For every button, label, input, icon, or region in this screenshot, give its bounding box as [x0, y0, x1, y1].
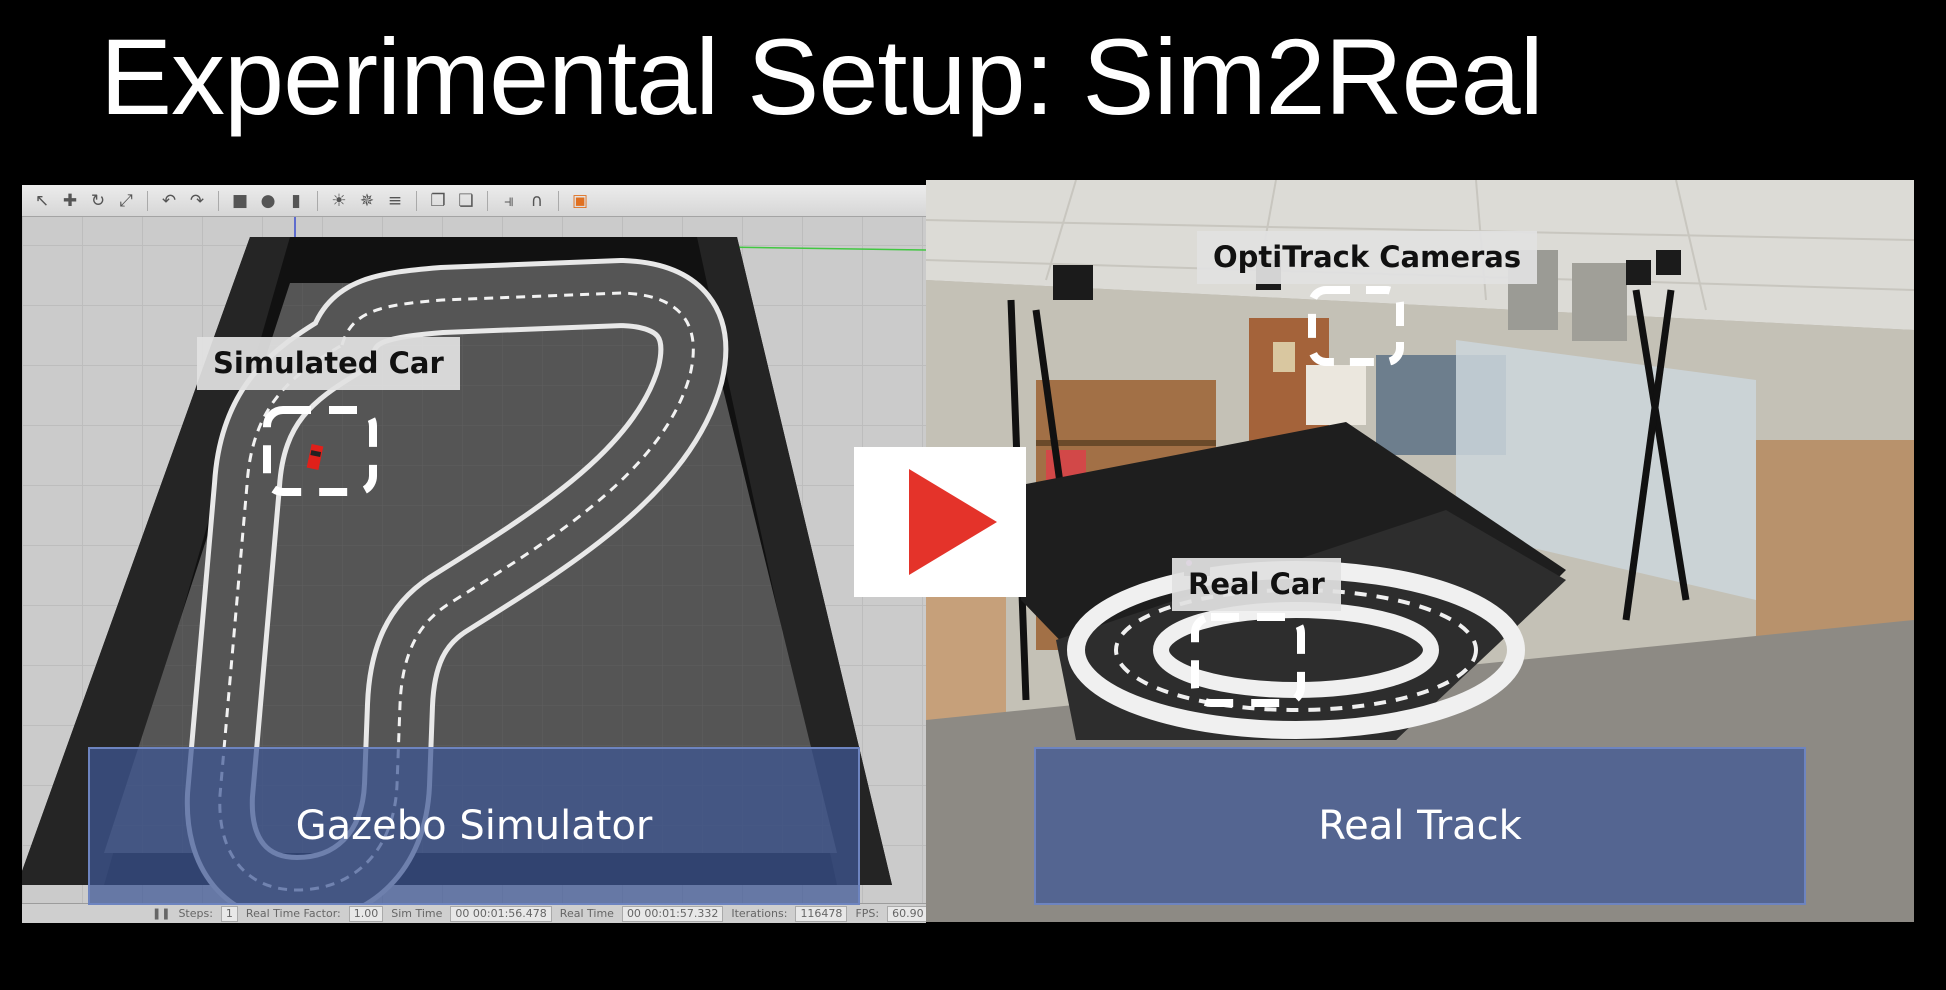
y-axis-line — [721, 246, 926, 251]
directional-light-icon[interactable]: ≡ — [387, 190, 403, 211]
paste-icon[interactable]: ❏ — [458, 190, 474, 211]
play-button[interactable] — [854, 447, 1026, 597]
simulated-car-highlight — [263, 406, 377, 496]
align-icon[interactable]: ⫣ — [503, 190, 515, 211]
play-icon[interactable] — [854, 447, 1026, 597]
undo-icon[interactable]: ↶ — [161, 190, 177, 211]
gazebo-simulator-panel[interactable]: ↖ ✚ ↻ ⤢ ↶ ↷ ■ ● ▮ ☀ ✵ ≡ ❐ ❏ ⫣ ∩ ▣ ❚❚ Ste… — [22, 185, 926, 923]
sim-time-field: 00 00:01:56.478 — [450, 905, 552, 922]
real-time-field: 00 00:01:57.332 — [621, 905, 724, 922]
sim-time-label: Sim Time — [391, 907, 443, 920]
simulated-car-label: Simulated Car — [197, 337, 460, 390]
toolbar-separator — [218, 190, 219, 211]
dashed-bracket — [263, 406, 377, 496]
iterations-field: 116478 — [795, 905, 848, 922]
real-track-caption: Real Track — [1034, 747, 1806, 905]
optitrack-cameras-label: OptiTrack Cameras — [1197, 231, 1538, 284]
steps-label: Steps: — [178, 907, 213, 920]
screenshot-icon[interactable]: ▣ — [571, 190, 589, 211]
pause-icon[interactable]: ❚❚ — [152, 907, 171, 920]
optitrack-camera — [1656, 250, 1681, 275]
iterations-label: Iterations: — [731, 907, 788, 920]
play-triangle — [909, 469, 997, 575]
mini-fridge — [1306, 365, 1366, 425]
real-time-label: Real Time — [559, 907, 614, 920]
snap-icon[interactable]: ∩ — [530, 190, 544, 211]
optitrack-camera — [1626, 260, 1651, 285]
real-time-factor-label: Real Time Factor: — [245, 907, 341, 920]
spot-light-icon[interactable]: ✵ — [359, 190, 375, 211]
fps-label: FPS: — [855, 907, 880, 920]
gazebo-toolbar: ↖ ✚ ↻ ⤢ ↶ ↷ ■ ● ▮ ☀ ✵ ≡ ❐ ❏ ⫣ ∩ ▣ — [22, 185, 926, 217]
track-wall-left — [22, 237, 290, 885]
electrical-panel — [1572, 263, 1627, 341]
rotate-icon[interactable]: ↻ — [90, 190, 106, 211]
translate-icon[interactable]: ✚ — [62, 190, 78, 211]
point-light-icon[interactable]: ☀ — [331, 190, 347, 211]
toolbar-separator — [147, 190, 148, 211]
slide-title: Experimental Setup: Sim2Real — [100, 16, 1544, 137]
glass-partition — [1456, 340, 1756, 600]
real-car-label: Real Car — [1172, 558, 1341, 611]
toolbar-separator — [317, 190, 318, 211]
sphere-shape-icon[interactable]: ● — [260, 190, 276, 211]
real-car-highlight — [1191, 613, 1305, 707]
gazebo-simulator-caption-text: Gazebo Simulator — [295, 803, 653, 849]
toolbar-separator — [416, 190, 417, 211]
redo-icon[interactable]: ↷ — [189, 190, 205, 211]
cylinder-shape-icon[interactable]: ▮ — [291, 190, 301, 211]
dashed-bracket — [1308, 286, 1404, 366]
copy-icon[interactable]: ❐ — [430, 190, 446, 211]
scale-icon[interactable]: ⤢ — [119, 190, 133, 211]
optitrack-cameras-highlight — [1308, 286, 1404, 366]
gazebo-status-bar: ❚❚ Steps: 1 Real Time Factor: 1.00 Sim T… — [22, 903, 926, 923]
real-track-caption-text: Real Track — [1318, 803, 1522, 849]
box-shape-icon[interactable]: ■ — [231, 190, 249, 211]
toolbar-separator — [487, 190, 488, 211]
gazebo-3d-viewport[interactable] — [22, 185, 926, 923]
optitrack-camera — [1053, 265, 1093, 300]
simulated-car-sensor — [310, 450, 322, 458]
steps-field[interactable]: 1 — [220, 905, 238, 922]
dashed-bracket — [1191, 613, 1305, 707]
door-sign — [1273, 342, 1295, 372]
toolbar-separator — [558, 190, 559, 211]
simulated-car-model[interactable] — [306, 444, 324, 470]
real-time-factor-field: 1.00 — [348, 905, 384, 922]
track-mat — [1056, 510, 1566, 740]
fps-field: 60.90 — [887, 905, 926, 922]
track-wall-right — [697, 237, 892, 885]
gazebo-simulator-caption: Gazebo Simulator — [88, 747, 860, 905]
select-arrow-icon[interactable]: ↖ — [34, 190, 50, 211]
